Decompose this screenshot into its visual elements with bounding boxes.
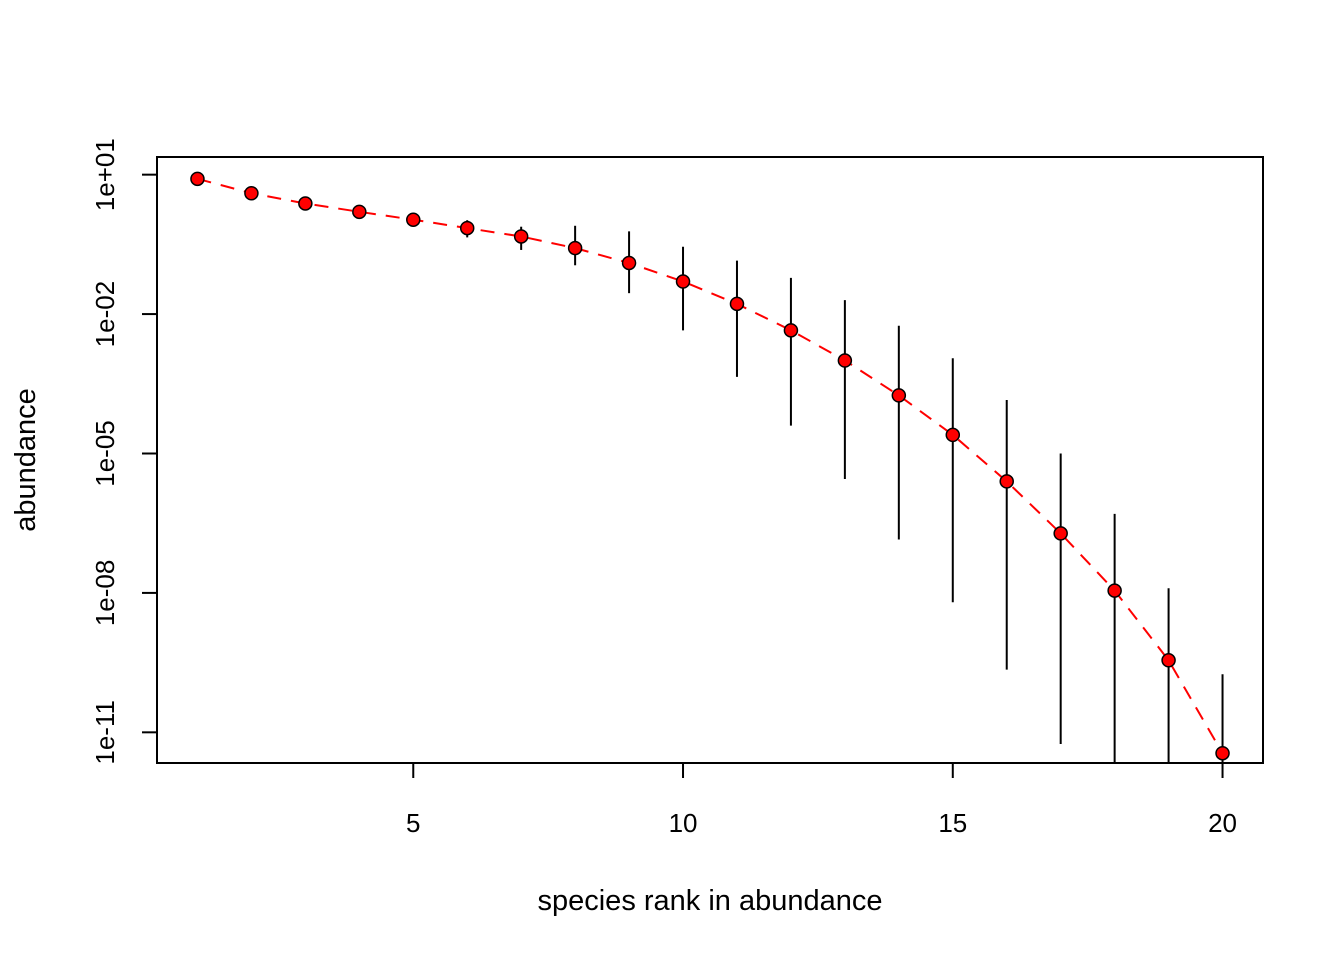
data-point <box>567 240 583 256</box>
data-point <box>459 220 475 236</box>
data-point <box>1107 583 1122 598</box>
data-point <box>621 255 637 271</box>
x-tick-label: 20 <box>1208 808 1237 838</box>
fitted-curve-line <box>197 177 1224 754</box>
data-point <box>298 196 313 211</box>
y-axis-title: abundance <box>10 388 42 532</box>
y-tick-label: 1e-05 <box>90 420 120 487</box>
data-point <box>1215 745 1230 761</box>
data-point <box>244 185 259 201</box>
plot-content <box>190 171 1230 763</box>
x-tick-label: 15 <box>938 808 967 838</box>
data-point <box>406 212 421 227</box>
x-tick-label: 5 <box>406 808 420 838</box>
y-tick-label: 1e-02 <box>90 281 120 348</box>
data-point <box>837 353 853 368</box>
y-tick-label: 1e+01 <box>90 138 120 211</box>
data-point <box>513 229 529 244</box>
data-point <box>675 274 691 289</box>
y-axis: 1e+01 1e-02 1e-05 1e-08 1e-11 <box>90 138 158 765</box>
data-point <box>190 171 205 187</box>
data-point <box>891 388 907 403</box>
x-tick-label: 10 <box>669 808 698 838</box>
data-point <box>783 323 799 338</box>
plot-area-frame <box>156 156 1264 764</box>
data-point <box>945 427 961 443</box>
x-axis: 5 10 15 20 <box>406 762 1237 838</box>
y-tick-label: 1e-11 <box>90 700 120 765</box>
y-tick-label: 1e-08 <box>90 560 120 627</box>
data-point <box>352 204 367 220</box>
data-point <box>729 296 745 312</box>
data-point <box>999 474 1014 489</box>
data-point <box>1053 526 1068 541</box>
data-point <box>1161 653 1176 668</box>
x-axis-title: species rank in abundance <box>537 885 882 917</box>
